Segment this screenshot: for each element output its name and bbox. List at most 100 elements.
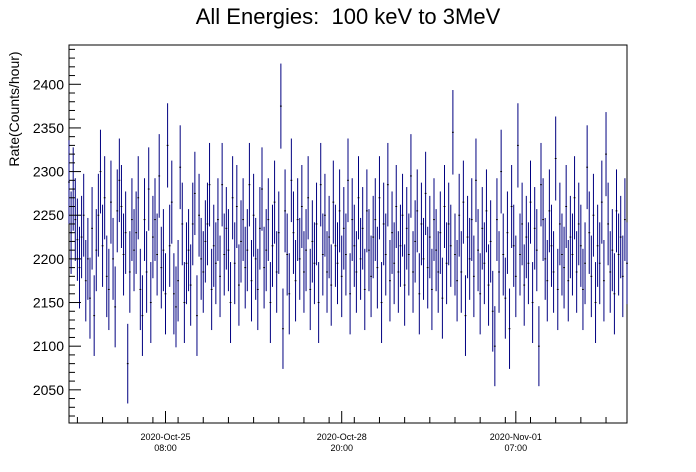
data-point [93, 275, 96, 356]
data-point [378, 156, 381, 240]
data-point [208, 142, 211, 227]
data-point [164, 253, 167, 335]
data-point [179, 125, 182, 210]
data-point [451, 90, 454, 175]
data-point [204, 200, 207, 283]
data-point [592, 173, 595, 257]
data-point [619, 195, 622, 279]
data-point [326, 231, 328, 313]
data-point [319, 142, 322, 227]
data-point [86, 217, 89, 300]
data-point [269, 262, 272, 344]
data-point [221, 142, 224, 227]
data-point [363, 248, 366, 331]
data-point [582, 248, 584, 331]
data-point [355, 231, 358, 313]
data-point [336, 222, 339, 305]
data-point [256, 248, 259, 331]
data-point [443, 165, 446, 249]
data-point [105, 235, 108, 318]
data-point [410, 134, 412, 218]
data-point [466, 195, 469, 279]
data-point [456, 239, 458, 322]
data-point [565, 165, 568, 249]
data-point [172, 253, 175, 335]
data-point [624, 178, 626, 261]
data-point [437, 231, 440, 313]
data-point [571, 213, 574, 296]
data-point [175, 266, 177, 348]
data-point [485, 169, 488, 253]
data-point [296, 178, 299, 261]
data-point [441, 257, 444, 339]
data-point [193, 151, 196, 236]
data-point [403, 244, 406, 326]
data-point [145, 231, 148, 313]
data-point [187, 209, 190, 292]
y-axis-label-text: Rate(Counts/hour) [6, 51, 22, 167]
data-point [445, 222, 448, 305]
data-point [550, 204, 553, 287]
data-point [313, 222, 316, 305]
data-point [552, 231, 555, 313]
data-point [334, 204, 337, 287]
data-point [554, 116, 557, 201]
data-point [496, 178, 498, 261]
data-point [353, 204, 356, 287]
data-point [95, 209, 98, 292]
data-point [275, 231, 278, 313]
data-point [579, 204, 582, 287]
data-point [626, 222, 628, 305]
data-point [328, 195, 331, 279]
data-point [439, 191, 442, 274]
data-point [133, 209, 135, 292]
data-point [321, 213, 324, 296]
data-point [97, 173, 100, 257]
data-point [235, 165, 238, 249]
data-point [556, 248, 559, 331]
data-point [431, 248, 433, 331]
data-point [611, 209, 614, 292]
x-tick-label-time: 20:00 [330, 443, 353, 453]
data-point [477, 209, 479, 292]
data-point [271, 204, 274, 287]
data-point [78, 226, 81, 309]
data-point [357, 156, 360, 240]
data-point [489, 200, 492, 283]
data-point [479, 253, 482, 335]
data-point [433, 178, 435, 261]
data-point [158, 134, 161, 218]
data-point [282, 288, 284, 369]
data-point [273, 160, 276, 244]
data-point [512, 204, 515, 287]
data-point [212, 204, 215, 287]
data-point [449, 204, 452, 287]
data-point [481, 187, 484, 270]
data-point [376, 226, 379, 309]
data-point [279, 63, 282, 149]
data-point [428, 195, 431, 279]
data-point [246, 209, 249, 292]
data-point [288, 253, 291, 335]
data-point [535, 209, 538, 292]
data-point [351, 178, 354, 261]
data-point [116, 169, 119, 253]
data-point [598, 222, 601, 305]
data-point [519, 213, 521, 296]
data-point [82, 173, 85, 257]
data-point [475, 138, 477, 223]
data-point [514, 235, 517, 318]
data-point [214, 222, 217, 305]
data-point [261, 147, 263, 231]
data-point [416, 169, 419, 253]
data-point [586, 125, 589, 210]
data-point [277, 191, 280, 274]
data-point [498, 231, 500, 313]
data-point [114, 266, 117, 348]
data-point [508, 288, 511, 369]
data-point [426, 226, 429, 309]
data-point [588, 191, 591, 274]
x-tick-label-date: 2020-Oct-25 [140, 432, 190, 442]
data-point [149, 262, 152, 344]
data-point [233, 222, 236, 305]
